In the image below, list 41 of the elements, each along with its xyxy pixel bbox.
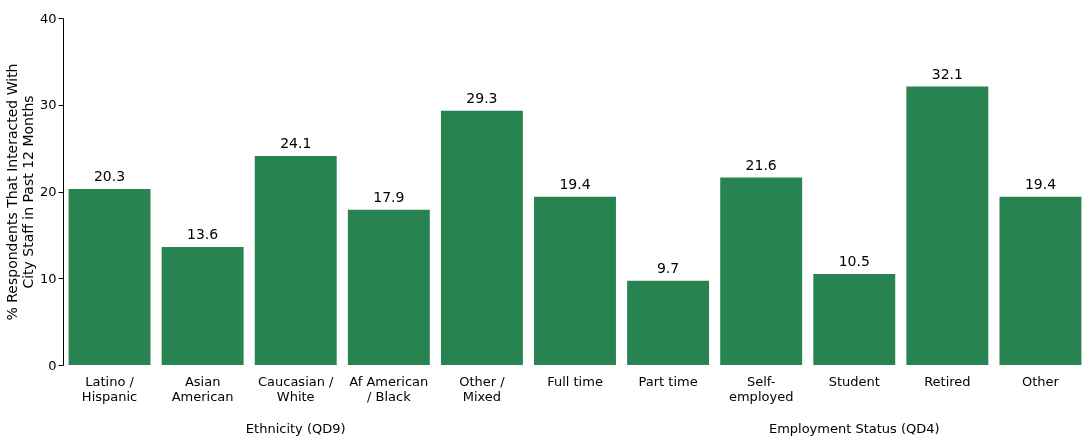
data-label: 10.5 <box>838 252 870 269</box>
bar <box>161 247 244 365</box>
x-tick-label: Latino / Hispanic <box>81 373 138 404</box>
bar <box>813 273 896 365</box>
x-tick-label: Caucasian / White <box>257 373 335 404</box>
bar <box>254 155 337 365</box>
data-label: 19.4 <box>559 175 591 192</box>
bar <box>347 209 430 365</box>
y-axis-title: % Respondents That Interacted With City Staff in Past 12 Months <box>3 63 36 321</box>
bar <box>999 196 1082 365</box>
x-tick-label: Af American / Black <box>349 373 429 404</box>
data-label: 19.4 <box>1024 175 1057 192</box>
y-tick-label: 40 <box>39 10 57 26</box>
data-label: 20.3 <box>93 167 126 184</box>
data-label: 29.3 <box>466 89 498 106</box>
bar <box>906 86 989 365</box>
y-tick-label: 30 <box>39 97 57 113</box>
y-tick-label: 0 <box>48 357 57 373</box>
bar <box>720 177 803 365</box>
data-label: 21.6 <box>745 156 777 173</box>
x-tick-label: Full time <box>547 373 603 389</box>
bar <box>627 280 710 365</box>
data-label: 17.9 <box>373 188 405 205</box>
text: Employment Status (QD4) <box>768 421 940 436</box>
data-label: 32.1 <box>931 65 963 82</box>
x-tick-label: Student <box>828 373 880 389</box>
x-tick-label: Self-employed <box>728 373 794 404</box>
y-tick-label: 20 <box>39 184 57 199</box>
x-tick-label: Other / Mixed <box>459 373 506 404</box>
bar <box>440 110 523 365</box>
data-label: 9.7 <box>656 259 680 276</box>
data-label: 24.1 <box>280 134 312 151</box>
bar <box>68 188 151 365</box>
x-tick-label: Asian American <box>171 373 234 404</box>
bar <box>534 196 616 365</box>
text: Ethnicity (QD9) <box>245 421 346 436</box>
x-tick-label: Retired <box>924 373 971 389</box>
data-label: 13.6 <box>187 226 219 243</box>
y-tick-label: 10 <box>39 270 57 286</box>
x-tick-label: Other <box>1021 373 1060 389</box>
x-tick-label: Part time <box>638 373 698 389</box>
